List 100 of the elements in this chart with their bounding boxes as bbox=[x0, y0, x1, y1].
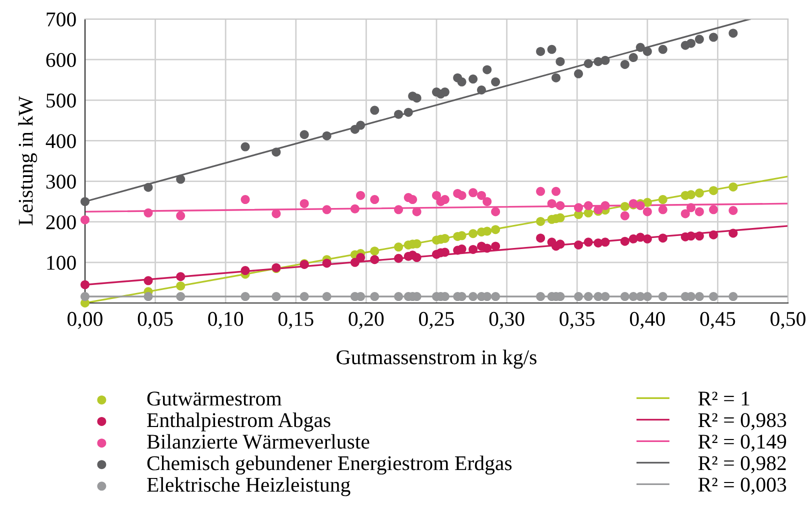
point bbox=[574, 69, 584, 78]
point bbox=[694, 232, 704, 241]
y-tick-label: 100 bbox=[47, 256, 76, 270]
point bbox=[694, 292, 704, 302]
point bbox=[536, 46, 546, 56]
point bbox=[370, 255, 380, 264]
point bbox=[404, 108, 413, 117]
y-tick-label: 400 bbox=[46, 134, 76, 148]
point bbox=[620, 292, 630, 302]
point bbox=[600, 238, 610, 247]
x-tick-label: 0,20 bbox=[348, 312, 384, 329]
y-tick-label: 300 bbox=[46, 174, 76, 189]
point bbox=[728, 182, 738, 192]
legend-label: R² = 0,983 bbox=[698, 413, 786, 430]
point bbox=[686, 38, 696, 48]
point bbox=[536, 234, 546, 243]
point bbox=[144, 208, 153, 218]
point bbox=[370, 246, 380, 256]
point bbox=[642, 292, 652, 302]
x-tick-label: 0,30 bbox=[489, 312, 524, 329]
y-tick-label: 500 bbox=[46, 94, 76, 108]
x-tick-label: 0,45 bbox=[700, 312, 736, 329]
x-tick-label: 0,00 bbox=[68, 312, 102, 329]
point bbox=[482, 65, 492, 74]
x-tick-label: 0,35 bbox=[560, 312, 595, 329]
point bbox=[482, 244, 492, 253]
point bbox=[584, 201, 593, 210]
point bbox=[322, 205, 332, 214]
point bbox=[658, 205, 668, 214]
point bbox=[708, 292, 718, 302]
point bbox=[468, 244, 478, 254]
y-tick-label: 200 bbox=[46, 215, 76, 230]
point bbox=[708, 32, 718, 42]
point bbox=[642, 234, 652, 244]
point bbox=[412, 253, 422, 262]
point bbox=[408, 195, 418, 204]
x-tick-label: 0,10 bbox=[208, 312, 244, 329]
point bbox=[300, 130, 309, 140]
point bbox=[176, 174, 186, 184]
point bbox=[370, 106, 380, 115]
point bbox=[394, 254, 404, 263]
point bbox=[491, 225, 500, 234]
point bbox=[468, 188, 478, 198]
point bbox=[476, 190, 486, 200]
point bbox=[491, 77, 500, 86]
point bbox=[272, 292, 281, 302]
legend-label: Elektrische Heizleistung bbox=[147, 477, 350, 496]
y-tick-label: 700 bbox=[46, 12, 76, 26]
point bbox=[370, 195, 380, 204]
point bbox=[547, 44, 556, 54]
point bbox=[491, 242, 500, 251]
x-axis-title: Gutmassenstrom in kg/s bbox=[336, 350, 536, 369]
point bbox=[432, 190, 441, 200]
point bbox=[176, 272, 186, 282]
point bbox=[394, 110, 404, 119]
point bbox=[620, 202, 630, 211]
point bbox=[80, 215, 90, 224]
point bbox=[80, 292, 90, 302]
legend-label: R² = 0,003 bbox=[698, 478, 786, 495]
point bbox=[350, 258, 360, 267]
x-tick-label: 0,50 bbox=[770, 312, 806, 329]
point bbox=[394, 292, 404, 302]
point bbox=[440, 88, 450, 97]
point bbox=[240, 266, 250, 276]
x-tick-label: 0,05 bbox=[138, 312, 173, 329]
point bbox=[491, 207, 500, 216]
point bbox=[240, 292, 250, 302]
point bbox=[370, 292, 380, 302]
point bbox=[600, 201, 610, 210]
legend-label: Chemisch gebundener Energiestrom Erdgas bbox=[147, 456, 512, 475]
point bbox=[728, 206, 738, 215]
point bbox=[272, 209, 281, 218]
point bbox=[272, 148, 281, 157]
point bbox=[356, 190, 366, 200]
point bbox=[620, 60, 630, 69]
point bbox=[694, 188, 704, 198]
point bbox=[394, 242, 404, 252]
x-tick-label: 0,25 bbox=[419, 312, 454, 329]
point bbox=[176, 281, 186, 290]
point bbox=[476, 86, 486, 94]
point bbox=[686, 203, 696, 212]
point bbox=[240, 142, 250, 152]
point bbox=[350, 204, 360, 214]
point bbox=[694, 207, 704, 216]
point bbox=[144, 276, 153, 286]
point bbox=[628, 53, 638, 62]
point bbox=[584, 292, 593, 302]
point bbox=[457, 190, 466, 200]
point bbox=[600, 56, 610, 65]
point bbox=[552, 186, 561, 196]
point bbox=[412, 207, 422, 216]
point bbox=[80, 197, 90, 206]
point bbox=[574, 240, 584, 250]
point bbox=[642, 198, 652, 207]
y-axis-title: Leistung in kW bbox=[18, 96, 38, 226]
point bbox=[620, 211, 630, 220]
point bbox=[468, 292, 478, 302]
point bbox=[574, 203, 584, 212]
point bbox=[552, 73, 561, 82]
point bbox=[658, 234, 668, 243]
